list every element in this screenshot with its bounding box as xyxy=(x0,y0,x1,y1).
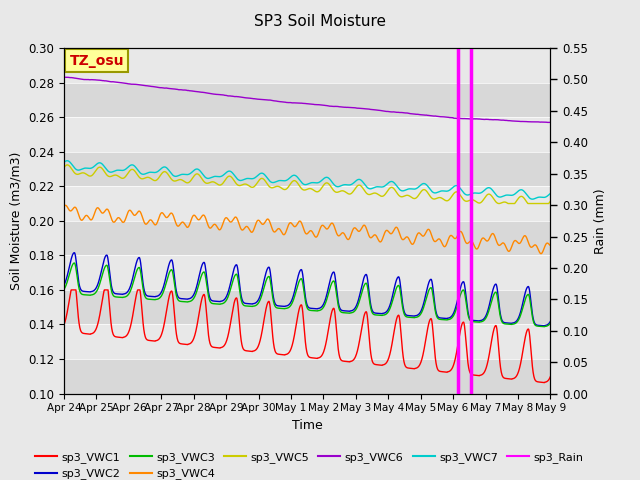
Bar xyxy=(64,359,550,394)
Text: TZ_osu: TZ_osu xyxy=(70,54,124,68)
Bar xyxy=(64,48,550,83)
Bar xyxy=(64,324,550,359)
Bar xyxy=(64,255,550,290)
Bar xyxy=(64,117,550,152)
X-axis label: Time: Time xyxy=(292,419,323,432)
Y-axis label: Rain (mm): Rain (mm) xyxy=(594,188,607,253)
Bar xyxy=(64,221,550,255)
Bar xyxy=(64,152,550,186)
Text: SP3 Soil Moisture: SP3 Soil Moisture xyxy=(254,14,386,29)
Bar xyxy=(64,83,550,117)
Y-axis label: Soil Moisture (m3/m3): Soil Moisture (m3/m3) xyxy=(10,152,22,290)
Bar xyxy=(64,290,550,324)
Bar xyxy=(64,186,550,221)
Legend: sp3_VWC1, sp3_VWC2, sp3_VWC3, sp3_VWC4, sp3_VWC5, sp3_VWC6, sp3_VWC7, sp3_Rain: sp3_VWC1, sp3_VWC2, sp3_VWC3, sp3_VWC4, … xyxy=(31,447,588,480)
